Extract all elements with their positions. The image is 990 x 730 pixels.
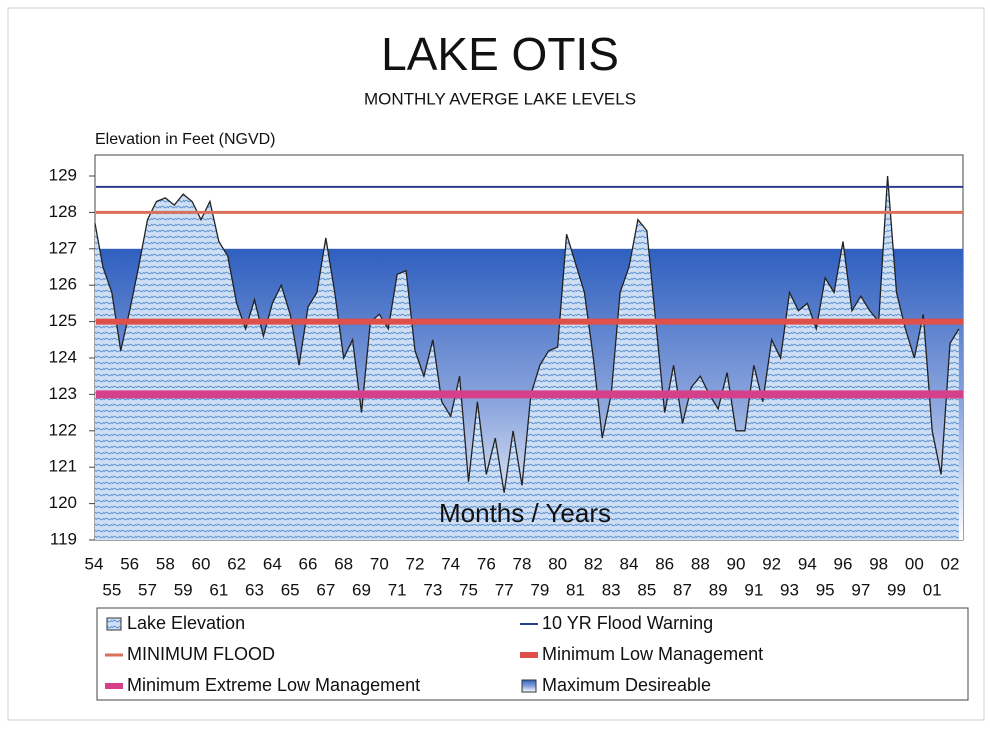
x-tick-label: 86 [655,554,674,573]
chart-subtitle: MONTHLY AVERGE LAKE LEVELS [364,89,636,108]
x-tick-label: 79 [530,580,549,599]
x-tick-label: 88 [691,554,710,573]
y-tick-label: 127 [49,238,77,257]
y-tick-label: 120 [49,493,77,512]
x-tick-label: 76 [477,554,496,573]
x-tick-label: 63 [245,580,264,599]
legend-label: 10 YR Flood Warning [542,613,713,633]
x-tick-label: 84 [620,554,639,573]
x-tick-label: 59 [174,580,193,599]
y-tick-label: 121 [49,457,77,476]
x-tick-label: 94 [798,554,817,573]
x-tick-label: 70 [370,554,389,573]
x-tick-label: 55 [102,580,121,599]
x-tick-label: 85 [637,580,656,599]
x-tick-label: 90 [727,554,746,573]
x-tick-label: 87 [673,580,692,599]
x-tick-label: 58 [156,554,175,573]
x-tick-label: 54 [85,554,104,573]
lake-elevation-area [95,176,959,540]
legend-label: Minimum Extreme Low Management [127,675,420,695]
x-tick-label: 65 [281,580,300,599]
x-tick-label: 91 [744,580,763,599]
legend-swatch [106,617,122,631]
x-tick-label: 97 [851,580,870,599]
y-tick-label: 122 [49,420,77,439]
x-tick-label: 77 [495,580,514,599]
x-tick-label: 62 [227,554,246,573]
chart-title: LAKE OTIS [381,28,619,80]
legend-label: Lake Elevation [127,613,245,633]
x-tick-label: 80 [548,554,567,573]
y-tick-label: 126 [49,275,77,294]
x-tick-label: 81 [566,580,585,599]
x-tick-label: 68 [334,554,353,573]
y-tick-label: 128 [49,202,77,221]
x-tick-label: 83 [602,580,621,599]
x-tick-label: 02 [941,554,960,573]
annotation: Months / Years [439,498,611,528]
x-tick-label: 56 [120,554,139,573]
x-tick-label: 78 [513,554,532,573]
x-tick-label: 73 [423,580,442,599]
y-axis-label: Elevation in Feet (NGVD) [95,131,276,148]
legend-swatch [521,679,537,693]
x-tick-label: 64 [263,554,282,573]
x-tick-label: 69 [352,580,371,599]
x-tick-label: 98 [869,554,888,573]
x-tick-label: 01 [923,580,942,599]
x-tick-label: 74 [441,554,460,573]
x-tick-label: 82 [584,554,603,573]
x-tick-label: 66 [299,554,318,573]
x-tick-label: 71 [388,580,407,599]
x-tick-label: 00 [905,554,924,573]
y-tick-label: 129 [49,165,77,184]
x-tick-label: 89 [709,580,728,599]
x-tick-label: 57 [138,580,157,599]
lake-elevation-line [94,175,960,493]
x-tick-label: 93 [780,580,799,599]
legend-label: Maximum Desireable [542,675,711,695]
x-tick-label: 75 [459,580,478,599]
x-tick-label: 60 [192,554,211,573]
legend-label: Minimum Low Management [542,644,763,664]
y-tick-label: 119 [50,529,77,548]
frame [7,7,985,721]
y-tick-label: 124 [49,347,77,366]
x-tick-label: 92 [762,554,781,573]
x-tick-label: 61 [209,580,228,599]
x-tick-label: 95 [816,580,835,599]
x-tick-label: 72 [406,554,425,573]
x-tick-label: 99 [887,580,906,599]
x-tick-label: 67 [316,580,335,599]
x-tick-label: 96 [834,554,853,573]
legend-label: MINIMUM FLOOD [127,644,275,664]
y-tick-label: 125 [49,311,77,330]
y-tick-label: 123 [49,384,77,403]
